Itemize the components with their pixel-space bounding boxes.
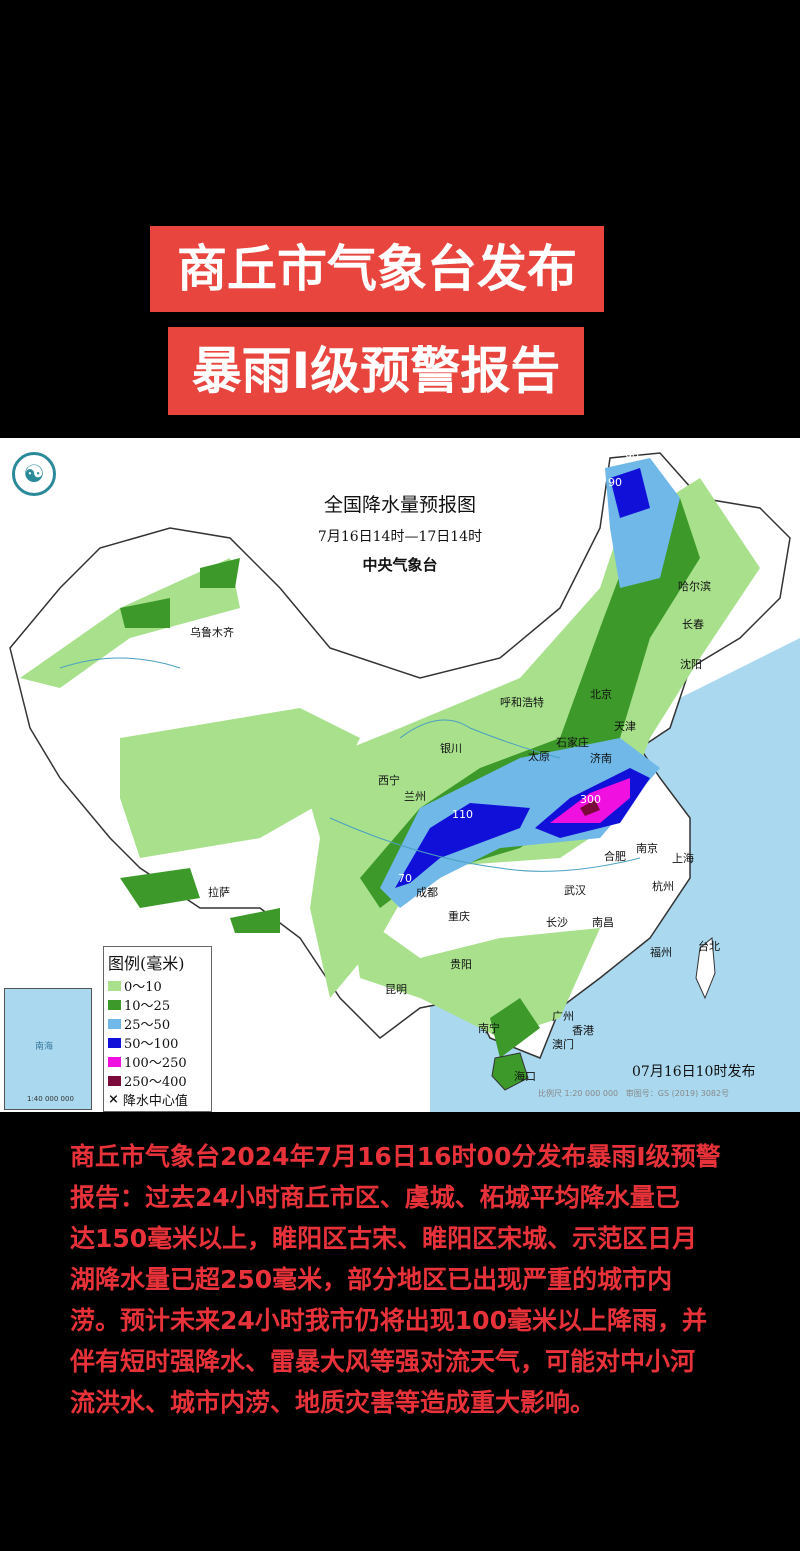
rain-zone-250-400 xyxy=(580,800,600,816)
city-label: 哈尔滨 xyxy=(678,580,711,593)
city-label: 北京 xyxy=(590,688,612,701)
city-label: 乌鲁木齐 xyxy=(190,626,234,639)
taiwan-island xyxy=(695,937,716,1000)
center-value: 70 xyxy=(398,872,412,885)
center-value: 110 xyxy=(452,808,473,821)
legend-item: 100～250 xyxy=(104,1052,211,1071)
city-label: 长春 xyxy=(682,618,704,631)
rain-zone-0-10 xyxy=(20,478,760,1038)
city-label: 南昌 xyxy=(592,916,614,929)
city-label: 拉萨 xyxy=(208,886,230,899)
warning-report-text: 商丘市气象台2024年7月16日16时00分发布暴雨I级预警 报告：过去24小时… xyxy=(70,1136,740,1423)
city-label: 南京 xyxy=(636,842,658,855)
city-label: 西宁 xyxy=(378,774,400,787)
map-title: 全国降水量预报图 xyxy=(323,494,476,516)
rain-zone-100-250 xyxy=(550,778,630,823)
city-label: 合肥 xyxy=(604,850,626,863)
inset-scale: 1:40 000 000 xyxy=(27,1095,74,1103)
map-graphic xyxy=(9,452,800,1112)
cma-logo-icon: ☯ xyxy=(12,452,56,496)
city-label: 呼和浩特 xyxy=(500,696,544,709)
legend-item: 0～10 xyxy=(104,976,211,995)
legend-item: 50～100 xyxy=(104,1033,211,1052)
inset-label: 南海 xyxy=(35,1042,54,1052)
city-label: 贵阳 xyxy=(450,958,472,971)
city-label: 南宁 xyxy=(478,1022,500,1035)
headline-line-1: 商丘市气象台发布 xyxy=(150,226,604,312)
city-label: 济南 xyxy=(590,752,612,765)
center-value: 90 xyxy=(625,450,639,463)
city-label: 香港 xyxy=(572,1024,594,1037)
legend-item: 10～25 xyxy=(104,995,211,1014)
rain-zone-10-25 xyxy=(120,498,700,1058)
river xyxy=(59,657,641,872)
cross-icon: × xyxy=(108,1092,119,1107)
rain-zone-50-100 xyxy=(395,468,650,888)
issued-time: 07月16日10时发布 xyxy=(632,1064,756,1080)
south-china-sea-inset: 南海 1:40 000 000 xyxy=(4,988,92,1110)
map-legend: 图例(毫米) 0～10 10～25 25～50 50～100 100～250 2… xyxy=(103,946,212,1112)
city-label: 杭州 xyxy=(652,880,674,893)
city-label: 成都 xyxy=(416,886,438,899)
report-line: 报告：过去24小时商丘市区、虞城、柘城平均降水量已 xyxy=(70,1183,680,1212)
city-label: 台北 xyxy=(698,940,720,953)
report-line: 湖降水量已超250毫米，部分地区已出现严重的城市内 xyxy=(70,1265,673,1294)
city-label: 兰州 xyxy=(404,790,426,803)
city-label: 海口 xyxy=(514,1070,536,1083)
city-label: 澳门 xyxy=(552,1038,574,1051)
legend-item: 25～50 xyxy=(104,1014,211,1033)
legend-item: 250～400 xyxy=(104,1071,211,1090)
city-label: 沈阳 xyxy=(680,658,702,671)
city-label: 武汉 xyxy=(564,884,586,897)
center-value: 300 xyxy=(580,793,601,806)
legend-title: 图例(毫米) xyxy=(108,954,185,973)
report-line: 达150毫米以上，睢阳区古宋、睢阳区宋城、示范区日月 xyxy=(70,1224,698,1253)
map-agency: 中央气象台 xyxy=(362,556,438,574)
city-label: 重庆 xyxy=(448,910,470,923)
center-value: 90 xyxy=(608,476,622,489)
map-scale: 比例尺 1:20 000 000 审图号：GS (2019) 3082号 xyxy=(538,1089,730,1098)
city-label: 石家庄 xyxy=(556,736,589,749)
report-line: 伴有短时强降水、雷暴大风等强对流天气，可能对中小河 xyxy=(70,1347,696,1376)
city-label: 上海 xyxy=(672,852,694,865)
city-label: 福州 xyxy=(650,946,672,959)
precipitation-forecast-map: ☯ 全国降水量预报图 7月16日14时—17日14时 中央气象台 90 90 1… xyxy=(0,438,800,1112)
city-label: 长沙 xyxy=(546,916,568,929)
city-label: 昆明 xyxy=(385,983,407,996)
report-line: 流洪水、城市内涝、地质灾害等造成重大影响。 xyxy=(70,1388,596,1417)
report-line: 涝。预计未来24小时我市仍将出现100毫米以上降雨，并 xyxy=(70,1306,707,1335)
headline-line-2: 暴雨I级预警报告 xyxy=(168,327,584,415)
city-label: 天津 xyxy=(614,720,636,733)
report-line: 商丘市气象台2024年7月16日16时00分发布暴雨I级预警 xyxy=(70,1142,721,1171)
map-period: 7月16日14时—17日14时 xyxy=(317,529,483,545)
city-label: 广州 xyxy=(552,1010,574,1023)
city-label: 银川 xyxy=(440,742,462,755)
legend-item: × 降水中心值 xyxy=(108,1092,188,1109)
hainan-island xyxy=(491,1052,529,1091)
city-label: 太原 xyxy=(528,750,550,763)
